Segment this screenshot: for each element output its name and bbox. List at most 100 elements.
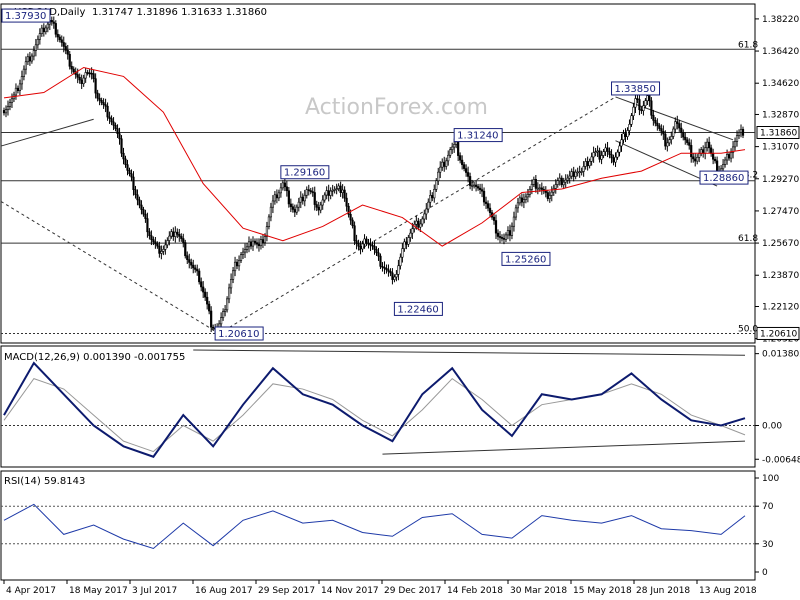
candle-body xyxy=(666,142,669,147)
candle-body xyxy=(369,243,372,246)
candle-body xyxy=(122,152,125,160)
candle-body xyxy=(710,147,713,154)
candle-body xyxy=(283,182,286,188)
candle-body xyxy=(18,83,22,92)
candle-body xyxy=(628,123,631,131)
candle-body xyxy=(409,232,412,238)
candle-body xyxy=(317,206,320,211)
candle-body xyxy=(192,264,195,269)
candle-body xyxy=(461,159,464,165)
candle-body xyxy=(293,209,296,213)
candle-body xyxy=(660,128,663,132)
candle-body xyxy=(261,239,265,243)
candle-body xyxy=(80,79,83,84)
candle-body xyxy=(536,187,539,190)
candle-body xyxy=(427,201,430,210)
candle-body xyxy=(453,144,456,148)
candle-body xyxy=(684,136,687,141)
rsi-y-tick-label: 70 xyxy=(762,502,774,512)
candle-body xyxy=(652,114,655,121)
candle-body xyxy=(321,199,324,206)
price-annotation-label: 1.28860 xyxy=(703,173,744,184)
candle-body xyxy=(538,187,541,190)
candle-body xyxy=(281,182,284,189)
candle-body xyxy=(146,218,149,233)
candle-body xyxy=(622,133,625,141)
candle-body xyxy=(76,74,79,78)
candle-body xyxy=(584,161,587,167)
candle-body xyxy=(297,201,300,208)
x-tick-label: 28 Jun 2018 xyxy=(636,586,690,596)
candle-body xyxy=(393,276,396,280)
candle-body xyxy=(550,191,553,196)
candle-body xyxy=(560,177,563,186)
current-price-label: 1.31860 xyxy=(760,129,797,139)
candle-body xyxy=(196,269,199,272)
candle-body xyxy=(405,241,408,245)
candle-body xyxy=(180,236,183,239)
candle-body xyxy=(279,187,282,194)
candle-body xyxy=(381,266,384,268)
x-tick-label: 14 Feb 2018 xyxy=(447,586,503,596)
candle-body xyxy=(98,97,101,101)
candle-body xyxy=(158,245,161,254)
candle-body xyxy=(353,225,356,242)
candle-body xyxy=(4,109,8,114)
candle-body xyxy=(247,241,251,248)
candle-body xyxy=(307,189,310,191)
candle-body xyxy=(237,259,241,267)
candle-body xyxy=(714,158,717,162)
candle-body xyxy=(377,252,380,257)
candle-body xyxy=(640,109,643,112)
candle-body xyxy=(82,77,85,84)
candle-body xyxy=(546,192,549,199)
candle-body xyxy=(476,186,480,189)
candle-body xyxy=(106,105,109,118)
candle-body xyxy=(239,254,243,261)
candle-body xyxy=(128,170,131,175)
candle-body xyxy=(299,196,302,203)
candle-body xyxy=(445,160,448,167)
price-annotation-label: 1.25260 xyxy=(505,254,546,265)
y-tick-label: 1.25670 xyxy=(762,239,799,249)
ohlc-label: 1.31747 1.31896 1.31633 1.31860 xyxy=(92,7,267,18)
y-tick-label: 1.23870 xyxy=(762,271,799,281)
candle-body xyxy=(311,191,314,193)
candle-body xyxy=(616,151,619,158)
candle-body xyxy=(558,177,561,182)
price-annotation-box xyxy=(280,165,330,180)
price-annotation-box xyxy=(393,301,443,316)
candle-body xyxy=(46,23,49,29)
candle-body xyxy=(415,220,418,225)
candle-body xyxy=(273,194,277,202)
candle-body xyxy=(152,239,155,243)
candle-body xyxy=(220,317,223,325)
candle-body xyxy=(373,245,376,250)
candle-body xyxy=(662,131,665,135)
candle-body xyxy=(233,261,237,272)
price-annotation: 1.31240 xyxy=(453,128,503,143)
candle-body xyxy=(548,195,551,199)
macd-panel-frame xyxy=(0,345,756,468)
candle-body xyxy=(206,296,209,305)
candle-body xyxy=(367,242,370,245)
candle-body xyxy=(102,102,105,105)
trendline xyxy=(0,118,94,147)
candle-body xyxy=(642,105,645,112)
candle-body xyxy=(524,196,527,200)
candle-body xyxy=(708,141,711,149)
candle-body xyxy=(478,187,482,190)
candle-body xyxy=(498,236,502,238)
price-annotation-label: 1.20610 xyxy=(218,329,259,340)
price-annotation: 1.25260 xyxy=(501,251,551,266)
candle-body xyxy=(305,189,308,196)
candle-body xyxy=(126,164,129,171)
candle-body xyxy=(433,189,436,199)
candle-body xyxy=(604,147,607,152)
rsi-y-tick-label: 100 xyxy=(762,474,779,484)
candle-body xyxy=(253,240,257,243)
candle-body xyxy=(739,128,743,133)
candle-body xyxy=(512,216,516,227)
candle-body xyxy=(598,150,601,160)
